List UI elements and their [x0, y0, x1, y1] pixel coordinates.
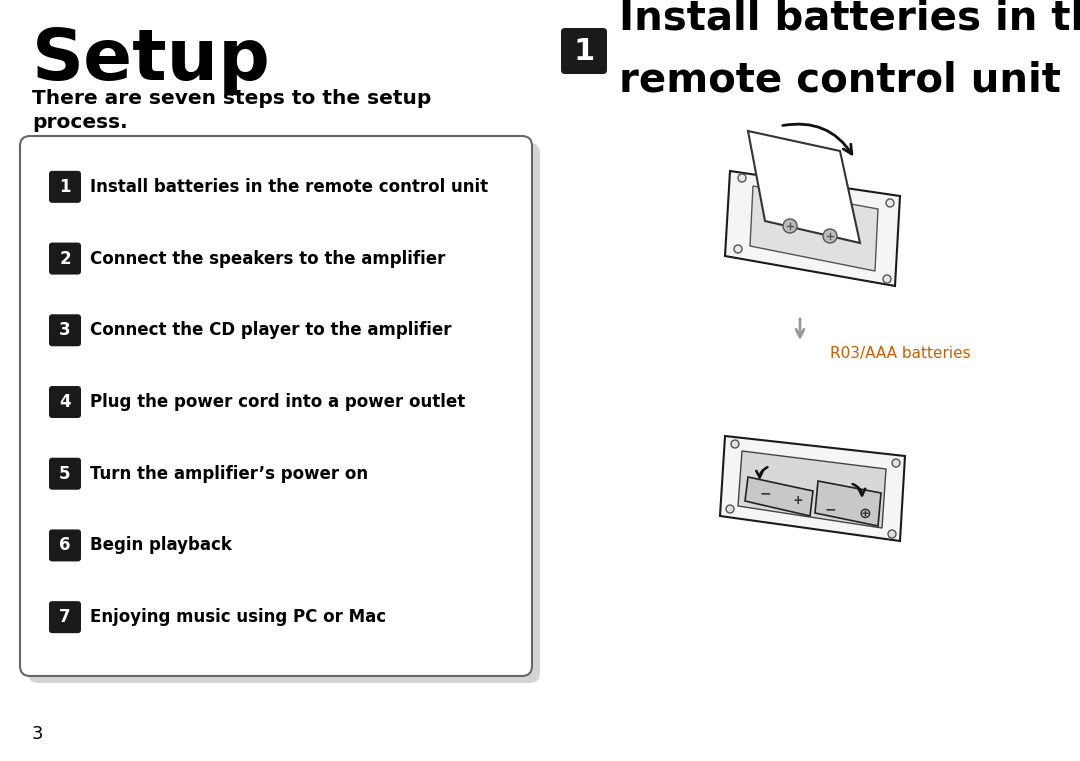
Polygon shape	[745, 477, 813, 516]
Text: 2: 2	[59, 250, 71, 268]
Circle shape	[731, 440, 739, 448]
Text: There are seven steps to the setup: There are seven steps to the setup	[32, 89, 431, 108]
Text: process.: process.	[32, 113, 127, 132]
Circle shape	[883, 275, 891, 283]
FancyBboxPatch shape	[49, 457, 81, 490]
Circle shape	[726, 505, 734, 513]
FancyBboxPatch shape	[28, 143, 540, 683]
Text: ⊕: ⊕	[859, 505, 872, 521]
Text: 3: 3	[32, 725, 43, 743]
Circle shape	[734, 245, 742, 253]
FancyArrowPatch shape	[783, 124, 852, 154]
Text: −: −	[759, 486, 771, 500]
FancyBboxPatch shape	[49, 386, 81, 418]
Text: Setup: Setup	[32, 26, 271, 95]
Text: Turn the amplifier’s power on: Turn the amplifier’s power on	[90, 465, 368, 482]
Text: 4: 4	[59, 393, 71, 411]
Polygon shape	[738, 451, 886, 528]
Text: R03/AAA batteries: R03/AAA batteries	[831, 346, 971, 361]
Text: Begin playback: Begin playback	[90, 537, 232, 555]
Text: remote control unit: remote control unit	[619, 61, 1061, 101]
Circle shape	[783, 219, 797, 233]
Polygon shape	[750, 186, 878, 271]
Polygon shape	[748, 131, 860, 243]
FancyArrowPatch shape	[852, 484, 865, 495]
Circle shape	[892, 459, 900, 467]
Text: Enjoying music using PC or Mac: Enjoying music using PC or Mac	[90, 608, 387, 626]
Text: Connect the CD player to the amplifier: Connect the CD player to the amplifier	[90, 321, 451, 339]
FancyBboxPatch shape	[49, 243, 81, 275]
Circle shape	[886, 199, 894, 207]
Text: 6: 6	[59, 537, 71, 555]
FancyArrowPatch shape	[756, 467, 768, 477]
Text: 1: 1	[59, 178, 71, 196]
Text: −: −	[824, 502, 836, 516]
Text: 5: 5	[59, 465, 71, 482]
Text: Install batteries in the remote control unit: Install batteries in the remote control …	[90, 178, 488, 196]
Polygon shape	[720, 436, 905, 541]
Polygon shape	[725, 171, 900, 286]
Text: 7: 7	[59, 608, 71, 626]
Circle shape	[823, 229, 837, 243]
FancyBboxPatch shape	[21, 136, 532, 676]
Circle shape	[888, 530, 896, 538]
Text: Plug the power cord into a power outlet: Plug the power cord into a power outlet	[90, 393, 465, 411]
Text: Install batteries in the: Install batteries in the	[619, 0, 1080, 39]
Text: Connect the speakers to the amplifier: Connect the speakers to the amplifier	[90, 250, 445, 268]
Text: 1: 1	[573, 37, 595, 65]
Polygon shape	[815, 481, 881, 526]
FancyBboxPatch shape	[49, 601, 81, 633]
FancyBboxPatch shape	[49, 530, 81, 562]
Text: +: +	[793, 495, 804, 508]
FancyBboxPatch shape	[561, 28, 607, 74]
FancyBboxPatch shape	[49, 171, 81, 203]
FancyBboxPatch shape	[49, 314, 81, 346]
Circle shape	[738, 174, 746, 182]
Text: 3: 3	[59, 321, 71, 339]
